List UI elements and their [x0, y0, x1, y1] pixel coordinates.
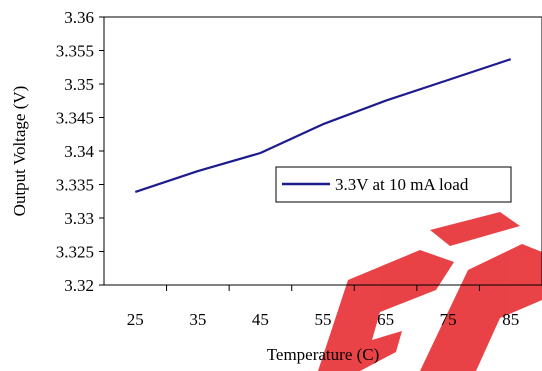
y-tick-label: 3.325 [56, 243, 94, 262]
watermark-shape-e [318, 250, 454, 371]
x-tick-label: 85 [502, 310, 519, 329]
y-tick-label: 3.36 [64, 8, 94, 27]
legend: 3.3V at 10 mA load [275, 166, 512, 203]
y-tick-label: 3.34 [64, 142, 94, 161]
series-layer [134, 58, 512, 193]
legend-label: 3.3V at 10 mA load [335, 175, 469, 194]
plot-area [103, 16, 542, 286]
x-axis-label: Temperature (C) [267, 345, 380, 364]
x-tick-label: 35 [189, 310, 206, 329]
y-axis-label: Output Voltage (V) [10, 86, 29, 217]
x-tick-label: 45 [252, 310, 269, 329]
y-tick-label: 3.345 [56, 109, 94, 128]
watermark-shape-p [420, 244, 542, 371]
x-tick-label: 55 [315, 310, 332, 329]
y-tick-label: 3.335 [56, 176, 94, 195]
y-axis: 3.32 3.325 3.33 3.335 3.34 3.345 3.35 3.355 3.36 [56, 8, 104, 295]
y-tick-label: 3.33 [64, 209, 94, 228]
y-tick-label: 3.32 [64, 276, 94, 295]
x-tick-label: 25 [127, 310, 144, 329]
y-tick-label: 3.35 [64, 75, 94, 94]
watermark-logo [318, 212, 542, 371]
y-tick-label: 3.355 [56, 42, 94, 61]
watermark-shape-bar [430, 212, 520, 246]
x-tick-label: 75 [440, 310, 457, 329]
x-tick-label: 65 [377, 310, 394, 329]
x-axis: 25 35 45 55 65 75 85 [127, 285, 519, 329]
